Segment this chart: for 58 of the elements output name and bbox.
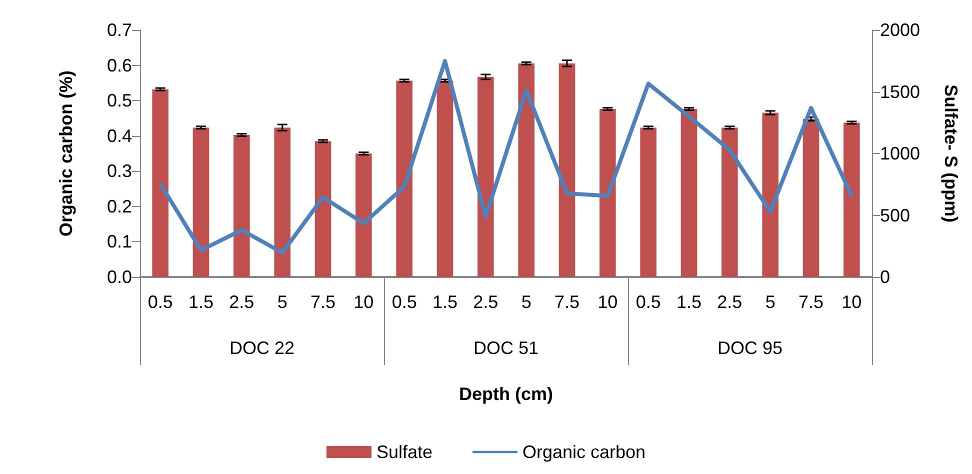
x-tick-label: 0.5 <box>636 292 661 312</box>
x-tick-label: 10 <box>354 292 374 312</box>
y-tick-label: 0.5 <box>106 90 132 111</box>
y2-tick-label: 1000 <box>880 144 920 164</box>
y-tick-label: 0.6 <box>106 55 132 76</box>
y-tick-label: 0.1 <box>106 232 132 252</box>
x-tick-label: 1.5 <box>676 292 702 312</box>
bar <box>762 112 778 277</box>
x-tick-label: 2.5 <box>473 292 498 312</box>
y-tick-label: 0.0 <box>106 267 132 287</box>
y-tick-label: 0.3 <box>106 161 132 182</box>
bar <box>274 128 290 277</box>
y2-tick-label: 1500 <box>880 82 920 102</box>
bar <box>600 109 616 277</box>
x-tick-label: 7.5 <box>798 292 824 312</box>
legend-label: Organic carbon <box>522 442 646 462</box>
x-tick-label: 0.5 <box>392 292 417 312</box>
x-tick-label: 2.5 <box>229 292 254 312</box>
bar <box>518 63 534 277</box>
x-tick-label: 5 <box>521 292 532 312</box>
bar <box>396 80 412 277</box>
x-axis-title: Depth (cm) <box>459 384 554 404</box>
line-series <box>158 59 854 255</box>
y-axis-title: Organic carbon (%) <box>56 70 76 237</box>
bar <box>356 154 372 277</box>
x-tick-label: 5 <box>765 292 776 312</box>
bar <box>314 141 332 277</box>
bar <box>722 128 738 277</box>
x-tick-label: 0.5 <box>148 292 173 312</box>
bar <box>640 128 656 277</box>
x-tick-label: 5 <box>277 292 288 312</box>
y2-tick-label: 2000 <box>880 20 920 40</box>
y2-tick-label: 500 <box>880 205 910 226</box>
y-tick-label: 0.2 <box>106 196 132 216</box>
legend-label: Sulfate <box>376 442 432 462</box>
x-tick-label: 1.5 <box>188 292 214 312</box>
bar <box>234 134 250 277</box>
y2-axis-title: Sulfate- S (ppm) <box>941 84 961 223</box>
y-tick-label: 0.4 <box>106 126 132 146</box>
bar <box>436 80 454 277</box>
text: DOC 22 <box>229 338 295 358</box>
bar <box>844 122 860 277</box>
x-tick-label: 1.5 <box>432 292 458 312</box>
text: DOC 95 <box>717 338 783 358</box>
text: DOC 51 <box>473 338 539 358</box>
x-tick-label: 7.5 <box>310 292 336 312</box>
y2-tick-label: 0 <box>880 267 890 287</box>
bar <box>558 63 576 277</box>
bar <box>478 76 494 277</box>
x-tick-label: 2.5 <box>717 292 742 312</box>
x-tick-label: 10 <box>598 292 618 312</box>
bar <box>802 118 820 277</box>
bar <box>152 89 168 277</box>
x-tick-label: 7.5 <box>554 292 580 312</box>
bar <box>192 128 210 277</box>
y-tick-label: 0.7 <box>106 20 132 40</box>
bar <box>680 109 698 277</box>
x-tick-label: 10 <box>842 292 862 312</box>
